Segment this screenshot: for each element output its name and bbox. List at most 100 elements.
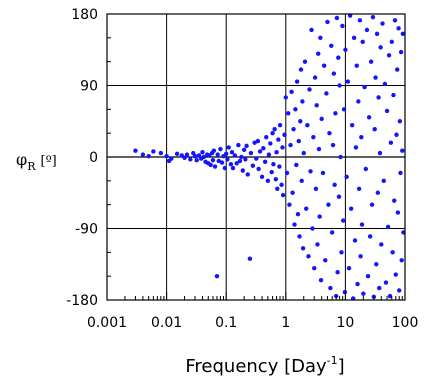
data-point	[328, 285, 333, 291]
data-point	[389, 39, 394, 45]
data-point	[257, 149, 263, 154]
data-point	[272, 126, 277, 132]
data-point	[318, 35, 323, 41]
data-point	[354, 63, 359, 68]
data-point	[151, 149, 156, 154]
data-point	[314, 103, 319, 108]
data-point	[329, 43, 334, 48]
data-point	[378, 45, 383, 50]
y-tick-label: 180	[71, 7, 98, 23]
data-point	[358, 254, 363, 259]
data-point	[385, 224, 391, 230]
data-point	[271, 161, 276, 167]
data-point	[226, 145, 231, 150]
data-point	[211, 148, 217, 153]
data-point	[182, 155, 187, 160]
data-point	[304, 206, 309, 211]
data-point	[208, 162, 213, 168]
x-tick-label: 1	[281, 315, 290, 331]
data-point	[368, 59, 374, 64]
data-point	[340, 23, 345, 29]
data-point	[343, 47, 348, 52]
data-point	[268, 141, 273, 146]
data-point	[299, 178, 304, 184]
data-point	[240, 168, 246, 173]
data-point	[309, 27, 314, 33]
data-point	[294, 162, 299, 168]
data-point	[361, 291, 366, 296]
data-point	[133, 148, 138, 153]
data-point	[377, 285, 382, 291]
data-point	[349, 123, 355, 128]
data-point	[282, 132, 287, 137]
x-tick-labels: 0.001 0.01 0.1 1 10 100	[87, 315, 418, 331]
data-point	[384, 108, 390, 114]
data-point	[307, 87, 312, 92]
data-point	[297, 234, 302, 239]
data-point	[344, 174, 349, 180]
data-point	[374, 31, 380, 37]
data-point	[283, 95, 288, 100]
data-point	[323, 258, 328, 263]
data-point	[316, 51, 321, 56]
data-point	[373, 75, 378, 80]
data-point	[288, 142, 293, 148]
data-point	[359, 134, 364, 140]
data-point	[348, 206, 354, 211]
data-point	[218, 146, 223, 152]
data-point	[286, 111, 291, 116]
data-point	[259, 174, 265, 180]
data-point	[326, 202, 331, 207]
data-point	[310, 226, 315, 231]
y-axis-label-unit: [º]	[41, 154, 57, 169]
data-point	[363, 166, 369, 172]
data-point	[230, 165, 236, 171]
data-point	[317, 214, 322, 219]
data-point	[192, 154, 198, 159]
data-point	[164, 154, 169, 159]
data-point	[382, 81, 388, 87]
y-tick-label: 90	[80, 79, 98, 95]
data-point	[352, 238, 358, 243]
data-point	[374, 262, 379, 267]
data-point	[339, 250, 344, 255]
x-tick-label: 10	[336, 315, 354, 331]
data-point	[316, 146, 322, 152]
data-point	[241, 147, 247, 153]
data-point	[290, 190, 295, 195]
data-point	[331, 71, 337, 76]
data-point	[356, 99, 361, 104]
data-point	[341, 107, 347, 112]
x-tick-label: 0.1	[215, 315, 237, 331]
data-point	[215, 152, 220, 157]
data-point	[247, 256, 253, 261]
data-point	[292, 222, 297, 227]
data-point	[360, 39, 365, 45]
data-point	[214, 273, 220, 279]
data-point	[359, 222, 365, 227]
data-point	[212, 164, 218, 169]
y-tick-label: -180	[66, 293, 98, 309]
data-point	[196, 153, 202, 158]
data-point	[305, 123, 310, 128]
data-point	[386, 53, 392, 58]
data-point	[380, 21, 385, 26]
data-point	[375, 190, 381, 195]
y-axis-label: φR [º]	[16, 150, 57, 173]
data-point	[188, 157, 193, 162]
data-point	[301, 150, 306, 156]
data-point	[334, 15, 340, 21]
x-tick-label: 0.001	[87, 315, 127, 331]
data-point	[324, 91, 329, 96]
y-axis-label-symbol: φ	[16, 150, 27, 169]
data-point	[341, 218, 346, 223]
data-point	[219, 160, 225, 165]
data-point	[353, 145, 359, 150]
data-point	[200, 150, 205, 155]
data-point	[243, 157, 248, 162]
data-point	[381, 178, 386, 184]
data-point	[370, 14, 376, 20]
data-point	[398, 170, 403, 176]
data-point	[383, 280, 389, 285]
data-point	[357, 18, 363, 23]
